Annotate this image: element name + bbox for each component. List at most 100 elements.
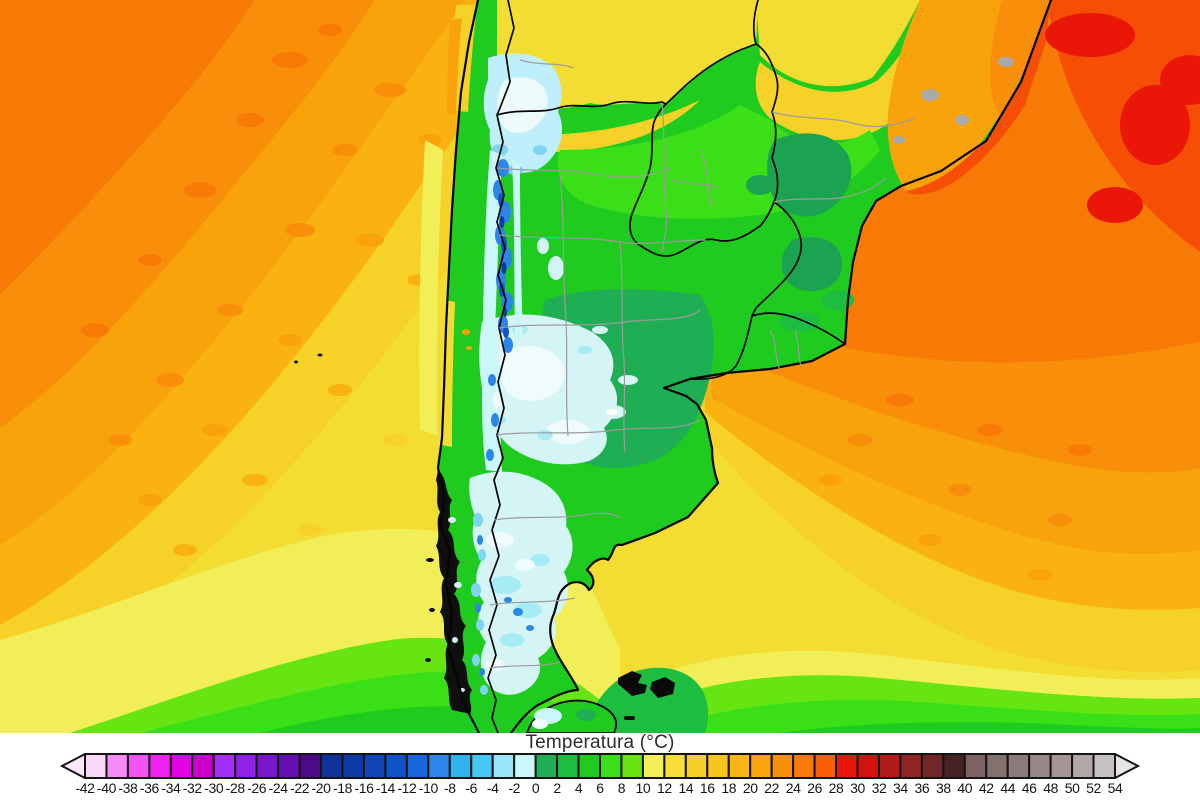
- legend-cell: [491, 753, 516, 779]
- legend-cell: [148, 753, 172, 779]
- legend-cell: [212, 753, 237, 779]
- argentina-brazil-border: [751, 201, 803, 317]
- legend-tick: 48: [1043, 780, 1059, 796]
- legend-tick: 42: [978, 780, 994, 796]
- tierra-del-fuego: [526, 699, 635, 733]
- legend-tick: 4: [574, 780, 583, 796]
- legend-tick: -14: [375, 780, 395, 796]
- legend-tick: -2: [508, 780, 520, 796]
- color-scale-legend: -42 -40 -38 -36 -34 -32 -30 -28 -26 -24 -22 -20 -18-…: [59, 753, 1141, 798]
- atlantic-coastline: [509, 0, 1053, 733]
- falkland-cool-patch: [585, 667, 709, 733]
- legend-tick: 22: [764, 780, 780, 796]
- legend-tick: -28: [225, 780, 245, 796]
- legend-tick: -4: [486, 780, 499, 796]
- sbrazil-teal-patches: [746, 133, 854, 332]
- atacama-orange-sliver: [447, 18, 462, 115]
- falkland-islands: [618, 671, 675, 698]
- legend-tick: -36: [139, 780, 159, 796]
- legend-cell: [105, 753, 129, 779]
- legend-tick: 16: [699, 780, 715, 796]
- north-yellow-zone: [497, 0, 758, 115]
- map-title: Temperatura (°C): [525, 732, 675, 753]
- legend-cell: [362, 753, 387, 779]
- legend-cell: [1028, 753, 1052, 779]
- legend-tick: 36: [914, 780, 930, 796]
- legend-tick: 24: [785, 780, 801, 796]
- legend-cell: [384, 753, 408, 779]
- legend-tick: -18: [332, 780, 353, 796]
- legend-tick: 18: [721, 780, 737, 796]
- legend-cell: [448, 753, 473, 779]
- cold-patagonia: [469, 471, 573, 695]
- legend-tick: -38: [118, 780, 138, 796]
- legend-cell: [963, 753, 988, 779]
- coastal-pale-sliver: [419, 140, 443, 435]
- legend-tick: 6: [596, 780, 604, 796]
- legend-tick: -16: [354, 780, 374, 796]
- brazil-coast-hot-sliver: [905, 0, 1051, 195]
- legend-tick: -32: [182, 780, 202, 796]
- legend-tick: -10: [418, 780, 438, 796]
- legend-tick: 34: [893, 780, 908, 796]
- province-borders: [488, 59, 916, 669]
- legend-tick: 40: [957, 780, 973, 796]
- legend-cell: [792, 753, 816, 779]
- legend-cell: [877, 753, 902, 779]
- legend-cell: [813, 753, 838, 779]
- legend-tick: 26: [807, 780, 822, 796]
- legend-cell: [234, 753, 258, 779]
- legend-cell: [899, 753, 923, 779]
- legend-tick: -40: [96, 780, 116, 796]
- legend-cell: [341, 753, 365, 779]
- legend-cell: [405, 753, 430, 779]
- legend-tick: 12: [656, 780, 672, 796]
- legend-cell: [835, 753, 859, 779]
- pacific-speckles: [81, 24, 622, 606]
- legend-tick: 44: [1000, 780, 1016, 796]
- legend-tick: 46: [1021, 780, 1037, 796]
- legend-cell: [599, 753, 623, 779]
- uruguay-brazil-border: [751, 312, 846, 345]
- legend-cell: [684, 753, 709, 779]
- legend-cell: [641, 753, 666, 779]
- legend-arrow-left: [59, 753, 86, 779]
- legend-cell: [1092, 753, 1116, 779]
- legend-tick: -34: [161, 780, 181, 796]
- uruguay-argentina-border: [689, 315, 753, 381]
- legend-cell: [513, 753, 537, 779]
- legend-cell: [320, 753, 344, 779]
- pacific-band-hot-corner: [0, 0, 255, 295]
- legend-cell: [470, 753, 494, 779]
- legend-tick: 8: [617, 780, 626, 796]
- legend-cell: [84, 753, 108, 779]
- legend-tick: 0: [531, 780, 540, 796]
- atlantic-speckles: [818, 394, 1092, 581]
- legend-tick: 14: [678, 780, 694, 796]
- legend-cell: [1049, 753, 1074, 779]
- legend-cell: [577, 753, 602, 779]
- bolivia-brazil-border: [752, 0, 759, 45]
- brazil-north-yellow: [756, 0, 920, 87]
- legend-tick: 20: [742, 780, 758, 796]
- bolivia-argentina-border: [496, 100, 667, 116]
- legend-tick: -24: [268, 780, 288, 796]
- legend-tick: -42: [75, 780, 95, 796]
- legend-cell: [277, 753, 301, 779]
- legend-tick: -6: [465, 780, 478, 796]
- legend-panel: Temperatura (°C) -42 -40 -38 -36 -34 -32 -30 -2…: [0, 732, 1200, 800]
- legend-tick: 54: [1107, 780, 1123, 796]
- legend-tick: 50: [1064, 780, 1080, 796]
- urban-gray-patches: [893, 57, 1014, 144]
- legend-cell: [1006, 753, 1031, 779]
- legend-cell: [920, 753, 945, 779]
- color-scale-bar: [59, 753, 1141, 779]
- cold-cuyo-pampas: [479, 238, 638, 465]
- legend-cell: [620, 753, 644, 779]
- legend-cell: [706, 753, 730, 779]
- legend-cell: [556, 753, 580, 779]
- legend-cell: [749, 753, 773, 779]
- atlantic-red-patches: [1045, 13, 1200, 223]
- legend-tick: -8: [443, 780, 456, 796]
- legend-cell: [427, 753, 451, 779]
